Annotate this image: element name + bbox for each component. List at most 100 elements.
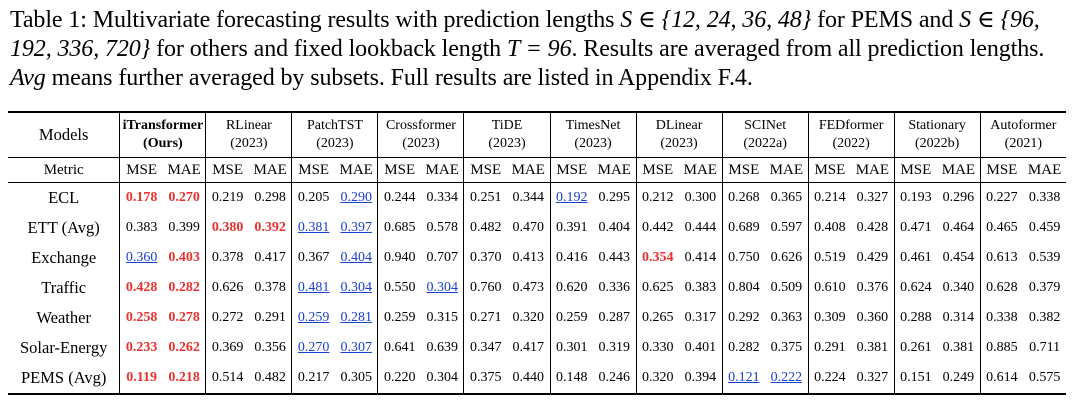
- value-mae: 0.282: [168, 280, 200, 295]
- value-mae: 0.218: [168, 370, 200, 385]
- value-cell: 0.628: [979, 273, 1024, 303]
- value-cell: 0.304: [421, 273, 464, 303]
- value-cell: 0.381: [291, 213, 335, 243]
- value-cell: 0.381: [937, 333, 980, 363]
- value-cell: 0.464: [937, 213, 980, 243]
- value-cell: 0.416: [549, 243, 594, 273]
- model-name: RLinear: [225, 118, 272, 133]
- value-mae: 0.338: [1028, 190, 1061, 205]
- value-mae: 0.711: [1029, 340, 1061, 355]
- value-mae: 0.222: [770, 370, 803, 385]
- model-year: (2021): [1004, 136, 1042, 151]
- value-cell: 0.222: [765, 363, 809, 395]
- value-cell: 0.707: [421, 243, 464, 273]
- value-cell: 0.408: [807, 213, 852, 243]
- value-mae: 0.296: [942, 190, 975, 205]
- value-cell: 0.304: [335, 273, 378, 303]
- value-mae: 0.334: [426, 190, 458, 205]
- value-cell: 0.614: [979, 363, 1024, 395]
- value-mae: 0.314: [942, 310, 975, 325]
- results-table-body: Models iTransformer (Ours) RLinear (2023) Pat…: [8, 111, 1066, 395]
- value-cell: 0.380: [205, 213, 249, 243]
- model-name: TiDE: [491, 118, 523, 133]
- value-cell: 0.471: [893, 213, 938, 243]
- value-mae: 0.327: [856, 190, 889, 205]
- value-cell: 0.327: [851, 363, 895, 395]
- value-cell: 0.272: [205, 303, 249, 333]
- value-mse: 0.885: [986, 340, 1018, 355]
- metric-mse: MSE: [979, 157, 1024, 183]
- value-cell: 0.296: [937, 182, 981, 213]
- value-mse: 0.624: [900, 280, 932, 295]
- value-mse: 0.233: [125, 340, 158, 355]
- value-mse: 0.270: [297, 340, 330, 355]
- value-cell: 0.620: [549, 273, 594, 303]
- value-cell: 0.624: [893, 273, 938, 303]
- value-cell: 0.259: [377, 303, 421, 333]
- value-mse: 0.354: [642, 250, 674, 265]
- value-mae: 0.539: [1028, 250, 1061, 265]
- value-cell: 0.214: [807, 182, 852, 213]
- value-cell: 0.539: [1023, 243, 1066, 273]
- model-year: (Ours): [143, 136, 183, 151]
- value-mae: 0.360: [856, 310, 889, 325]
- value-cell: 0.885: [979, 333, 1024, 363]
- value-cell: 0.217: [291, 363, 335, 395]
- caption-text-3: for others and fixed lookback length: [150, 36, 507, 62]
- value-cell: 0.270: [162, 182, 206, 213]
- metric-mse: MSE: [377, 157, 421, 183]
- value-mse: 0.550: [383, 280, 416, 295]
- value-mae: 0.315: [426, 310, 458, 325]
- value-mae: 0.470: [512, 220, 545, 235]
- value-cell: 0.760: [463, 273, 507, 303]
- value-cell: 0.383: [119, 213, 163, 243]
- value-mae: 0.403: [168, 250, 200, 265]
- value-cell: 0.378: [205, 243, 249, 273]
- value-mae: 0.365: [770, 190, 803, 205]
- metric-mae: MAE: [937, 157, 981, 183]
- model-name: FEDformer: [818, 118, 884, 133]
- value-cell: 0.218: [162, 363, 206, 395]
- value-mae: 0.304: [426, 280, 458, 295]
- value-cell: 0.370: [463, 243, 507, 273]
- value-cell: 0.315: [421, 303, 464, 333]
- value-cell: 0.375: [463, 363, 507, 395]
- value-cell: 0.711: [1023, 333, 1066, 363]
- value-cell: 0.334: [420, 182, 464, 213]
- value-mse: 0.461: [900, 250, 932, 265]
- value-cell: 0.363: [765, 303, 808, 333]
- value-cell: 0.282: [721, 333, 766, 363]
- value-cell: 0.626: [765, 243, 808, 273]
- model-year: (2023): [230, 136, 268, 151]
- value-mse: 0.481: [297, 280, 330, 295]
- value-mae: 0.464: [942, 220, 975, 235]
- metric-label: Metric: [8, 157, 120, 183]
- value-mae: 0.295: [598, 190, 631, 205]
- value-mse: 0.148: [556, 370, 588, 385]
- value-mse: 0.804: [728, 280, 760, 295]
- value-mse: 0.375: [469, 370, 502, 385]
- value-mae: 0.320: [512, 310, 545, 325]
- value-mae: 0.707: [426, 250, 458, 265]
- value-cell: 0.291: [249, 303, 292, 333]
- value-mse: 0.301: [556, 340, 588, 355]
- value-cell: 0.205: [291, 182, 335, 213]
- dataset-name: Solar-Energy: [20, 338, 108, 357]
- model-year: (2023): [316, 136, 354, 151]
- value-cell: 0.270: [291, 333, 335, 363]
- model-name: TimesNet: [565, 118, 621, 133]
- value-cell: 0.287: [593, 303, 636, 333]
- value-cell: 0.360: [119, 243, 163, 273]
- model-name: PatchTST: [306, 118, 363, 133]
- value-cell: 0.397: [335, 213, 378, 243]
- value-mse: 0.268: [728, 190, 760, 205]
- value-mse: 0.428: [125, 280, 158, 295]
- value-mse: 0.261: [900, 340, 932, 355]
- metric-mse: MSE: [463, 157, 507, 183]
- value-mse: 0.227: [986, 190, 1018, 205]
- table-row: Weather 0.258 0.278 0.272 0.291 0.259 0.281 0.2…: [8, 303, 1066, 333]
- value-cell: 0.804: [721, 273, 766, 303]
- value-cell: 0.399: [163, 213, 206, 243]
- model-header: TiDE (2023): [463, 111, 551, 158]
- value-cell: 0.626: [205, 273, 249, 303]
